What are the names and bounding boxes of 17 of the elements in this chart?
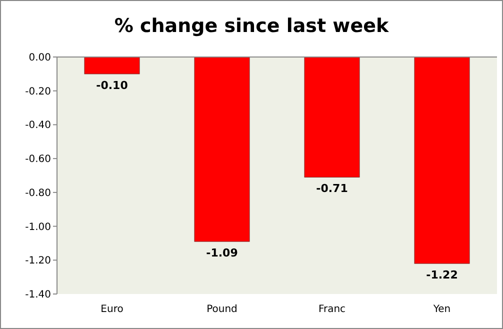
y-tick-label: 0.00 — [28, 52, 51, 64]
y-tick-label: -1.00 — [25, 222, 51, 233]
y-tick-label: -1.40 — [25, 290, 51, 300]
y-tick-label: -0.40 — [25, 120, 51, 132]
data-label: -1.22 — [426, 268, 458, 282]
chart-title: % change since last week — [114, 15, 390, 37]
y-tick-label: -0.20 — [25, 86, 51, 98]
data-label: -0.10 — [96, 78, 128, 92]
x-tick-label: Euro — [100, 304, 124, 315]
x-tick-label: Yen — [432, 304, 451, 315]
x-tick-label: Franc — [318, 304, 346, 315]
x-tick-label: Pound — [206, 304, 238, 315]
y-tick-label: -1.20 — [25, 256, 51, 267]
data-label: -0.71 — [316, 182, 348, 196]
y-tick-label: -0.80 — [25, 188, 51, 199]
y-tick-label: -0.60 — [25, 154, 51, 166]
data-label: -1.09 — [206, 246, 238, 260]
